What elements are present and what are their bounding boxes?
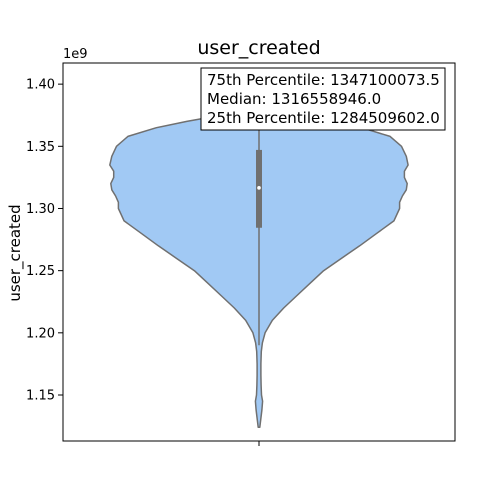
y-tick-label: 1.40 (26, 78, 55, 93)
y-tick-label: 1.25 (26, 264, 55, 279)
y-axis-ticks: 1.15 1.20 1.25 1.30 1.35 1.40 (26, 78, 63, 403)
y-tick-label: 1.20 (26, 326, 55, 341)
y-tick-label: 1.30 (26, 202, 55, 217)
percentile-annotation: 75th Percentile: 1347100073.5 Median: 13… (200, 67, 446, 131)
y-axis-offset-text: 1e9 (63, 47, 88, 62)
annotation-line-75th: 75th Percentile: 1347100073.5 (207, 71, 440, 89)
box-inset (256, 106, 262, 346)
median-point (257, 186, 261, 190)
y-tick-label: 1.35 (26, 140, 55, 155)
y-tick-label: 1.15 (26, 388, 55, 403)
chart-title: user_created (197, 37, 320, 59)
y-axis-label: user_created (6, 204, 25, 301)
annotation-line-median: Median: 1316558946.0 (207, 90, 381, 108)
annotation-box (200, 67, 446, 131)
annotation-line-25th: 25th Percentile: 1284509602.0 (207, 109, 440, 127)
